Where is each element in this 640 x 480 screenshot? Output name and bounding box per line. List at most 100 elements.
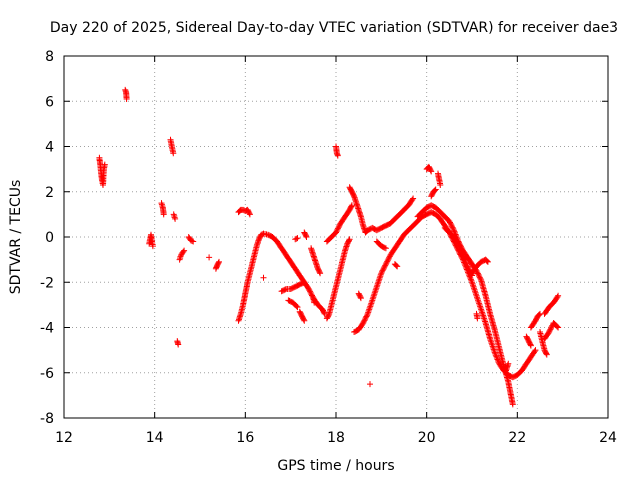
- data-point: [477, 275, 484, 282]
- data-point: [308, 291, 315, 298]
- data-point: [484, 258, 491, 265]
- data-point: [460, 253, 467, 260]
- data-point: [362, 316, 369, 323]
- data-point: [428, 168, 435, 175]
- data-point: [378, 270, 385, 277]
- y-tick-label: 4: [45, 140, 54, 156]
- data-point: [432, 186, 439, 193]
- data-point: [306, 287, 313, 294]
- data-point: [379, 268, 385, 275]
- data-point: [392, 261, 399, 268]
- data-point: [474, 270, 481, 277]
- data-point: [170, 150, 177, 157]
- data-point: [293, 303, 300, 310]
- data-point: [215, 260, 222, 266]
- data-point: [363, 313, 370, 320]
- data-point: [360, 320, 367, 326]
- data-point: [447, 220, 454, 227]
- data-point: [325, 312, 332, 319]
- data-point: [384, 258, 391, 265]
- data-point: [548, 323, 555, 330]
- data-point: [364, 312, 371, 319]
- data-point: [432, 187, 438, 194]
- y-tick-label: 0: [45, 230, 54, 246]
- data-point: [455, 240, 462, 247]
- data-point: [246, 210, 253, 217]
- data-point: [457, 245, 464, 251]
- data-point: [458, 247, 465, 254]
- data-point: [357, 295, 364, 302]
- data-point: [394, 263, 401, 270]
- data-point: [180, 248, 187, 255]
- data-point: [409, 196, 416, 203]
- data-point: [333, 228, 340, 235]
- data-point: [334, 226, 341, 233]
- data-point: [465, 264, 472, 271]
- data-point: [123, 96, 130, 102]
- data-point: [464, 263, 471, 270]
- data-point: [348, 202, 355, 209]
- data-point: [458, 249, 465, 256]
- data-point: [451, 228, 458, 235]
- data-point: [555, 292, 562, 299]
- data-point: [383, 259, 390, 266]
- data-point: [307, 288, 314, 295]
- data-point: [476, 274, 483, 281]
- data-point: [448, 222, 455, 228]
- data-point: [307, 289, 314, 296]
- data-point: [149, 243, 156, 250]
- y-tick-label: -8: [40, 411, 54, 427]
- data-point: [536, 311, 543, 318]
- data-point: [360, 318, 367, 325]
- data-point: [294, 235, 301, 242]
- data-point: [531, 348, 538, 355]
- data-point: [321, 309, 328, 316]
- data-point: [484, 258, 491, 265]
- data-point: [527, 342, 534, 349]
- data-point: [172, 215, 179, 222]
- data-point: [301, 279, 308, 286]
- data-point: [543, 351, 550, 358]
- data-point: [465, 266, 472, 272]
- data-points: [96, 86, 562, 408]
- data-point: [361, 317, 368, 324]
- data-point: [543, 350, 550, 357]
- data-point: [554, 294, 561, 300]
- x-tick-label: 24: [599, 430, 617, 446]
- data-point: [311, 299, 318, 306]
- data-point: [206, 254, 213, 261]
- data-point: [492, 350, 499, 357]
- data-point: [366, 304, 373, 311]
- data-point: [386, 254, 393, 261]
- y-tick-label: -6: [40, 366, 54, 382]
- data-point: [476, 273, 483, 280]
- data-point: [474, 315, 481, 322]
- data-point: [385, 256, 392, 262]
- data-point: [216, 258, 222, 265]
- data-point: [367, 381, 373, 388]
- data-point: [362, 314, 369, 321]
- data-point: [333, 229, 339, 236]
- x-tick-label: 16: [236, 430, 254, 446]
- data-point: [459, 252, 466, 259]
- x-tick-label: 18: [327, 430, 345, 446]
- data-point: [346, 236, 353, 243]
- data-point: [448, 223, 455, 230]
- data-point: [334, 152, 341, 159]
- data-point: [505, 360, 512, 367]
- data-point: [393, 262, 400, 269]
- data-point: [380, 266, 387, 273]
- data-point: [546, 329, 553, 335]
- data-point: [379, 267, 386, 274]
- x-tick-label: 12: [55, 430, 73, 446]
- data-point: [334, 225, 341, 232]
- data-point: [554, 323, 561, 330]
- data-point: [381, 244, 388, 251]
- data-point: [381, 263, 388, 270]
- data-point: [309, 292, 315, 299]
- data-point: [463, 260, 470, 267]
- data-point: [305, 286, 312, 292]
- data-point: [336, 223, 343, 229]
